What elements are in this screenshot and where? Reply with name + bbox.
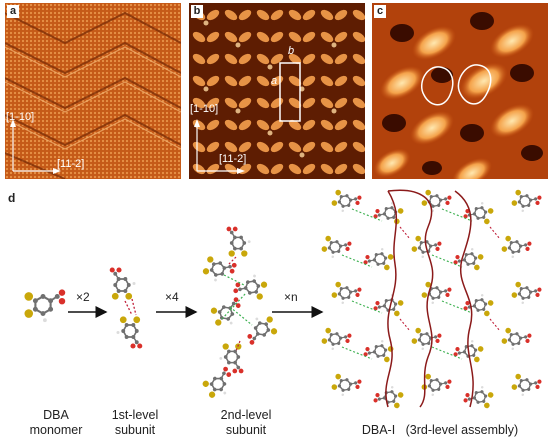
stm-panel-b: b b a [1-10] [11-2] [189, 3, 365, 179]
stm-image-high-resolution [189, 3, 365, 179]
assembly-scheme [23, 185, 547, 445]
direction-label-y: [1-10] [190, 103, 219, 115]
stm-image-large-scale [5, 3, 181, 179]
unit-cell-label-a: a [271, 75, 278, 87]
caption-monomer-line1: DBA [43, 408, 69, 422]
panel-label-b: b [191, 5, 203, 18]
stm-image-zoom [372, 3, 548, 179]
caption-second-level: 2nd-level subunit [204, 408, 288, 438]
third-level-assembly-network [320, 185, 547, 411]
assembly-outline [385, 189, 474, 408]
multiplier-x2: ×2 [76, 290, 90, 304]
panel-label-a: a [7, 5, 19, 18]
caption-third-level: DBA-I (3rd-level assembly) [361, 423, 519, 437]
direction-label-y: [1-10] [6, 111, 35, 123]
multiplier-xn: ×n [284, 290, 298, 304]
unit-cell-box [279, 62, 301, 122]
caption-second-level-line2: subunit [225, 423, 267, 437]
stm-panel-a: a [1-10] [11-2] [5, 3, 181, 179]
caption-second-level-line1: 2nd-level [220, 408, 272, 422]
caption-monomer: DBA monomer [26, 408, 86, 438]
panel-label-d: d [8, 191, 16, 205]
dba-monomer-molecule [23, 288, 67, 324]
caption-first-level: 1st-level subunit [100, 408, 170, 438]
multiplier-x4: ×4 [165, 290, 179, 304]
stm-panel-c: c [372, 3, 548, 179]
unit-cell-label-b: b [288, 45, 295, 57]
panel-label-c: c [374, 5, 386, 18]
direction-label-x: [11-2] [219, 153, 247, 165]
first-level-subunit-molecules [108, 266, 144, 350]
caption-first-level-line1: 1st-level [111, 408, 159, 422]
second-level-subunit-molecules [199, 225, 280, 403]
caption-monomer-line2: monomer [29, 423, 83, 437]
direction-label-x: [11-2] [57, 158, 85, 170]
caption-first-level-line2: subunit [114, 423, 156, 437]
molecule-outlines [420, 64, 492, 106]
